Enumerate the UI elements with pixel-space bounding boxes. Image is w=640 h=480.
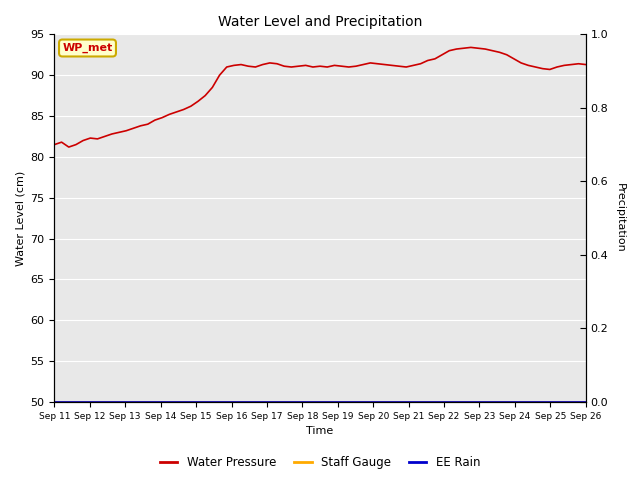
Text: WP_met: WP_met bbox=[62, 43, 113, 53]
Title: Water Level and Precipitation: Water Level and Precipitation bbox=[218, 15, 422, 29]
Y-axis label: Precipitation: Precipitation bbox=[615, 183, 625, 253]
X-axis label: Time: Time bbox=[307, 426, 333, 436]
Legend: Water Pressure, Staff Gauge, EE Rain: Water Pressure, Staff Gauge, EE Rain bbox=[155, 452, 485, 474]
Y-axis label: Water Level (cm): Water Level (cm) bbox=[15, 170, 25, 266]
